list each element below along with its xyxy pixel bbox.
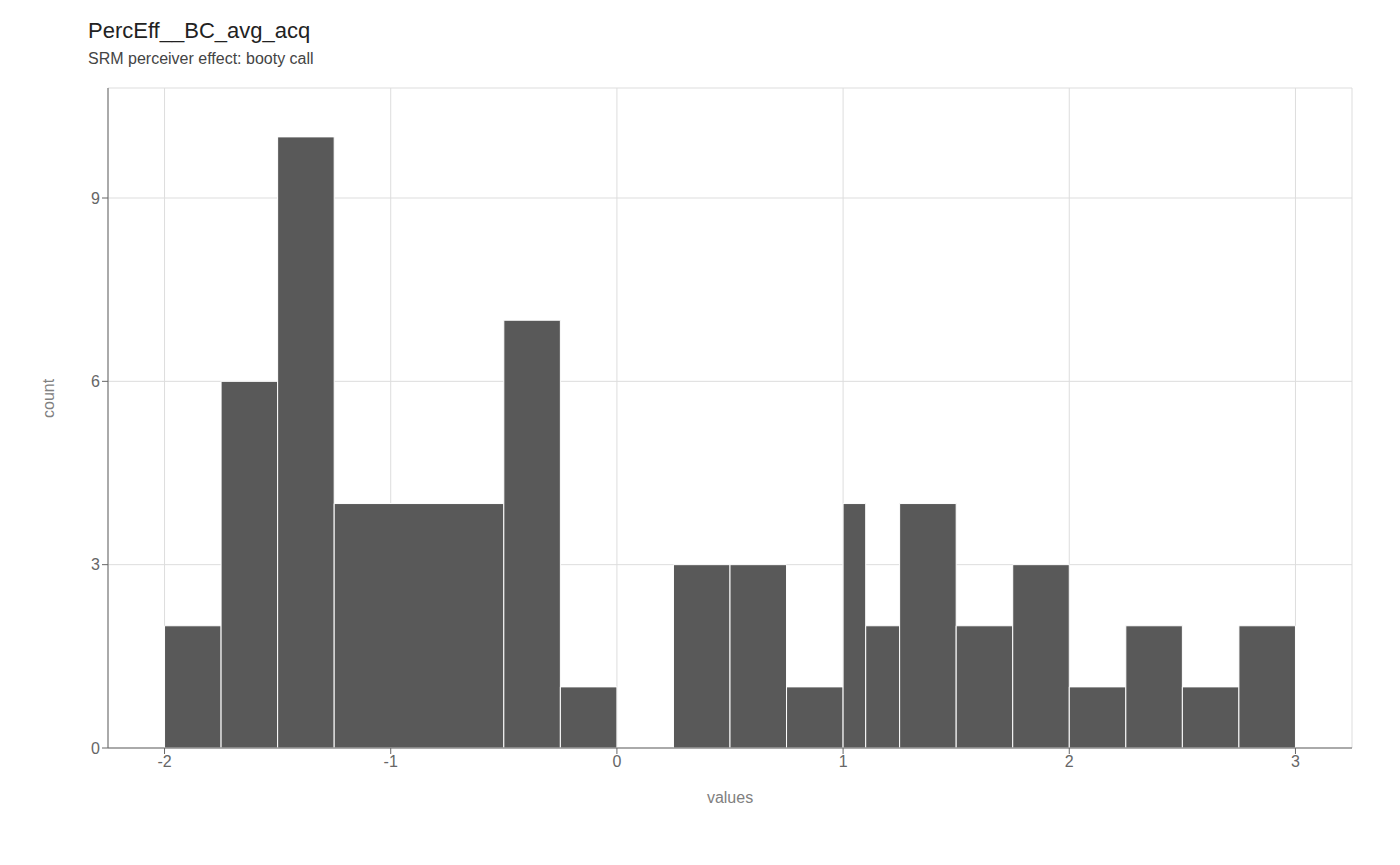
svg-text:-2: -2	[157, 753, 171, 770]
svg-text:6: 6	[91, 373, 100, 390]
svg-text:count: count	[40, 378, 57, 418]
svg-text:3: 3	[91, 556, 100, 573]
svg-text:0: 0	[612, 753, 621, 770]
html-text:SRM perceiver effect: booty ca: SRM perceiver effect: booty call	[88, 50, 314, 67]
svg-text:3: 3	[1291, 753, 1300, 770]
svg-text:2: 2	[1065, 753, 1074, 770]
svg-text:values: values	[707, 789, 753, 806]
html-text:PercEff__BC_avg_acq: PercEff__BC_avg_acq	[88, 18, 311, 43]
svg-text:9: 9	[91, 190, 100, 207]
svg-text:-1: -1	[384, 753, 398, 770]
svg-text:0: 0	[91, 740, 100, 757]
svg-text:1: 1	[839, 753, 848, 770]
